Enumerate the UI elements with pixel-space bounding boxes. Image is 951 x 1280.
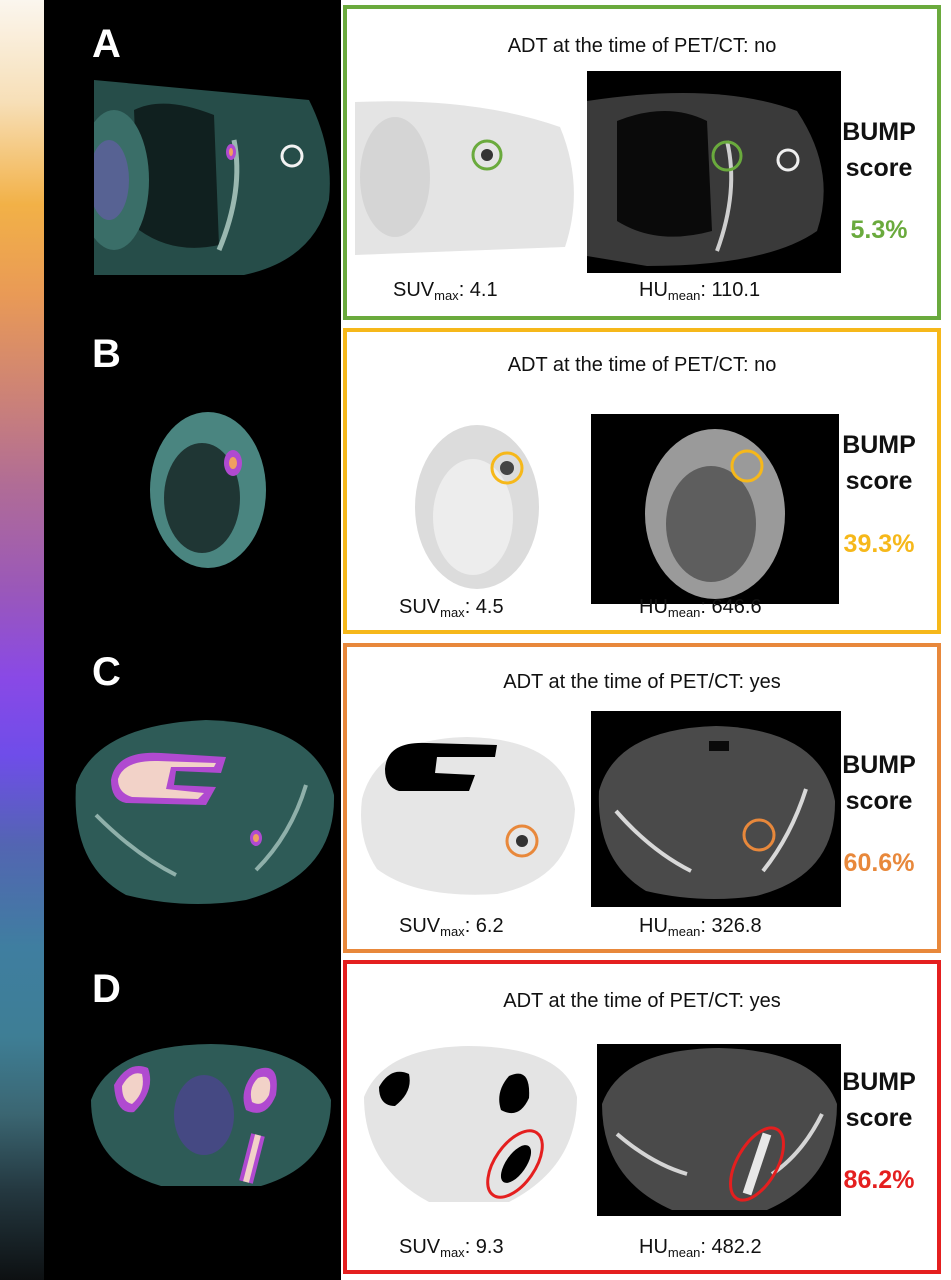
panel-box-a: ADT at the time of PET/CT: no SUVmax: 4.… <box>343 5 941 320</box>
lesion-circle-pet-b <box>490 451 524 485</box>
ct-image-d <box>597 1044 841 1216</box>
bump-score-value-d: 86.2% <box>843 1166 915 1194</box>
bump-score-label-c: BUMP score <box>842 751 916 815</box>
lesion-circle-pet-a <box>471 139 503 171</box>
bump-score-value-a: 5.3% <box>850 216 908 244</box>
fusion-image-b <box>140 398 280 578</box>
ct-image-b <box>591 414 839 604</box>
adt-status-b: ADT at the time of PET/CT: no <box>507 354 777 376</box>
panel-letter-c: C <box>92 650 121 694</box>
ct-image-c <box>591 711 841 907</box>
hu-metric-a: HUmean: 110.1 <box>639 279 761 303</box>
adt-status-a: ADT at the time of PET/CT: no <box>507 35 777 57</box>
panel-box-c: ADT at the time of PET/CT: yes SUVmax: 6… <box>343 643 941 953</box>
ct-image-a <box>587 71 841 273</box>
hu-metric-c: HUmean: 326.8 <box>639 915 762 939</box>
suv-metric-b: SUVmax: 4.5 <box>399 596 504 620</box>
bump-score-value-b: 39.3% <box>843 530 915 558</box>
fusion-image-a <box>94 70 339 280</box>
hu-metric-d: HUmean: 482.2 <box>639 1236 762 1260</box>
lesion-circle-pet-d <box>486 1129 544 1199</box>
hu-metric-b: HUmean: 646.6 <box>639 596 762 620</box>
lesion-circle-ct-c <box>742 818 776 852</box>
lesion-circle-ct-b <box>730 449 764 483</box>
bump-score-label-d: BUMP score <box>842 1068 916 1132</box>
bump-score-value-c: 60.6% <box>843 849 915 877</box>
pet-image-d <box>359 1042 581 1212</box>
lesion-circle-ct-d <box>729 1126 785 1202</box>
panel-letter-a: A <box>92 22 121 66</box>
suv-metric-d: SUVmax: 9.3 <box>399 1236 504 1260</box>
suv-metric-c: SUVmax: 6.2 <box>399 915 504 939</box>
panel-letter-b: B <box>92 332 121 376</box>
lesion-circle-ct-a <box>711 140 743 172</box>
panel-letter-d: D <box>92 967 121 1011</box>
fusion-image-c <box>66 705 338 915</box>
lesion-circle-pet-c <box>505 824 539 858</box>
panel-box-b: ADT at the time of PET/CT: no SUVmax: 4.… <box>343 328 941 634</box>
pet-image-a <box>355 97 577 255</box>
adt-status-c: ADT at the time of PET/CT: yes <box>503 671 781 693</box>
adt-status-d: ADT at the time of PET/CT: yes <box>503 990 781 1012</box>
suv-metric-a: SUVmax: 4.1 <box>393 279 498 303</box>
bump-score-label-b: BUMP score <box>842 431 916 495</box>
pet-image-b <box>375 412 575 602</box>
fusion-image-d <box>86 1040 336 1190</box>
bump-score-label-a: BUMP score <box>842 118 916 182</box>
pet-image-c <box>357 729 579 899</box>
panel-box-d: ADT at the time of PET/CT: yes SUVmax: 9… <box>343 960 941 1274</box>
pet-intensity-colorbar <box>0 0 44 1280</box>
